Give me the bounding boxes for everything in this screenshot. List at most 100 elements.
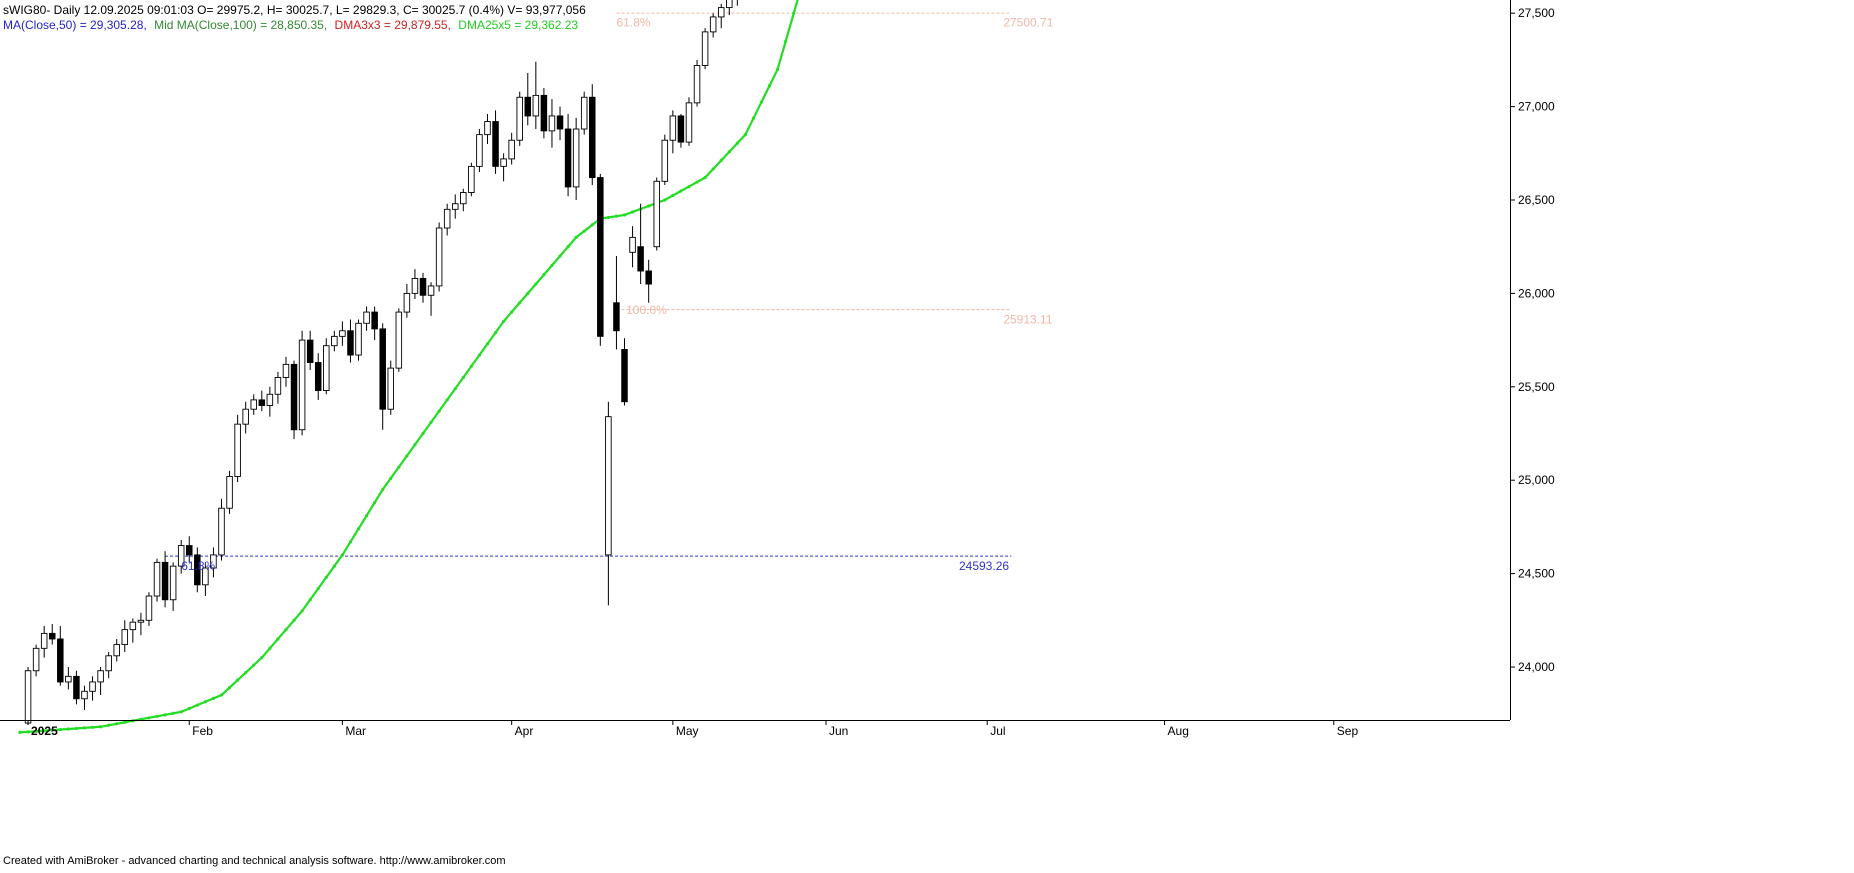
dma25-point bbox=[381, 487, 385, 492]
dma25-point bbox=[558, 254, 562, 258]
dma25-point bbox=[493, 331, 498, 335]
candle-body bbox=[500, 158, 507, 167]
candle-body bbox=[137, 619, 145, 623]
candle-body bbox=[669, 115, 677, 141]
candle-body bbox=[24, 670, 32, 724]
dma25-point bbox=[647, 204, 651, 208]
dma25-point bbox=[784, 39, 788, 43]
dma25-point bbox=[413, 443, 417, 447]
candle-body bbox=[717, 7, 725, 18]
y-tick-label: 24,500 bbox=[1518, 567, 1555, 581]
candle-body bbox=[411, 278, 419, 294]
x-month-label: Jun bbox=[829, 724, 848, 738]
candle-body bbox=[629, 236, 636, 253]
dma25-point bbox=[324, 575, 328, 579]
dma25-point bbox=[590, 223, 594, 227]
dma25-point bbox=[679, 189, 683, 193]
dma25-point bbox=[453, 387, 457, 391]
candle-body bbox=[129, 621, 137, 631]
candles bbox=[24, 0, 738, 725]
candle-body bbox=[395, 311, 403, 369]
dma25-point bbox=[582, 229, 586, 233]
candle-body bbox=[597, 177, 604, 337]
candle-body bbox=[153, 561, 161, 597]
dma25-point bbox=[743, 133, 748, 137]
x-month-label: Jul bbox=[990, 724, 1005, 738]
dma25-point bbox=[187, 706, 191, 711]
candle-body bbox=[476, 134, 483, 167]
dma25-point bbox=[203, 700, 207, 704]
dma25-point bbox=[260, 656, 264, 660]
indicator-legend: MA(Close,50) = 29,305.28, Mid MA(Close,1… bbox=[3, 18, 578, 32]
candle-body bbox=[726, 0, 733, 9]
dma25-point bbox=[252, 663, 256, 667]
dma25-point bbox=[622, 213, 627, 217]
candle-body bbox=[274, 377, 282, 395]
candle-body bbox=[572, 128, 580, 188]
dma25-point bbox=[236, 678, 240, 682]
dma25-point bbox=[195, 703, 199, 707]
dma25-point bbox=[244, 671, 248, 675]
candle-body bbox=[290, 363, 298, 431]
candle-body bbox=[89, 681, 96, 692]
dma25-point bbox=[671, 193, 675, 198]
dma25-point bbox=[268, 646, 272, 650]
dma25-point bbox=[534, 282, 538, 286]
dma25-point bbox=[405, 454, 409, 458]
dma25-point bbox=[115, 722, 119, 726]
candle-body bbox=[339, 330, 346, 337]
dma25-point bbox=[26, 730, 30, 734]
fib-pct-label: 61.8% bbox=[616, 16, 650, 30]
candle-body bbox=[113, 644, 120, 657]
candle-body bbox=[202, 567, 209, 586]
dma25-point bbox=[340, 553, 344, 557]
dma25-point bbox=[50, 728, 54, 732]
dma25-point bbox=[58, 727, 62, 732]
dma25-point bbox=[703, 175, 707, 180]
fib-value-label: 27500.71 bbox=[1003, 16, 1053, 30]
dma25-point bbox=[107, 723, 111, 727]
dma25-point bbox=[759, 100, 764, 104]
dma25-point bbox=[99, 725, 103, 729]
candle-body bbox=[306, 339, 314, 363]
dma25-point bbox=[163, 713, 167, 717]
footer-credit: Created with AmiBroker - advanced charti… bbox=[3, 855, 506, 867]
fib-value-label: 24593.26 bbox=[959, 559, 1009, 573]
candle-body bbox=[363, 311, 370, 324]
candle-body bbox=[548, 115, 556, 132]
dma25-point bbox=[276, 637, 280, 641]
candle-body bbox=[508, 139, 515, 160]
dma25-point bbox=[735, 141, 739, 145]
dma25-point bbox=[284, 628, 288, 632]
dma25-point bbox=[502, 319, 506, 324]
candle-body bbox=[605, 416, 612, 556]
dma25-point bbox=[695, 180, 699, 184]
candle-body bbox=[258, 399, 266, 406]
dma25-point bbox=[74, 726, 79, 731]
candle-body bbox=[81, 690, 88, 700]
candle-body bbox=[693, 65, 701, 104]
dma25-point bbox=[687, 184, 691, 189]
dma25-series-line bbox=[19, 0, 799, 734]
ind-dma25: DMA25x5 = 29,362.23 bbox=[458, 18, 578, 32]
fib-pct-label: 100.0% bbox=[626, 303, 667, 317]
candle-body bbox=[556, 115, 564, 130]
candle-body bbox=[48, 632, 56, 640]
dma25-point bbox=[421, 431, 425, 436]
dma25-point bbox=[34, 729, 38, 733]
candle-body bbox=[186, 545, 193, 556]
candle-body bbox=[532, 94, 540, 117]
dma25-point bbox=[606, 215, 610, 220]
candle-body bbox=[73, 675, 80, 700]
fib-labels: 28611.1928153.3227950.0427889.7328072.46… bbox=[181, 16, 1053, 574]
candle-body bbox=[266, 393, 274, 406]
candle-body bbox=[32, 647, 40, 672]
ind-dma3: DMA3x3 = 29,879.55, bbox=[335, 18, 451, 32]
ind-ma50: MA(Close,50) = 29,305.28, bbox=[3, 18, 147, 32]
candle-body bbox=[435, 227, 443, 287]
dma25-point bbox=[227, 685, 232, 690]
candle-body bbox=[161, 561, 169, 601]
candle-body bbox=[355, 322, 362, 356]
